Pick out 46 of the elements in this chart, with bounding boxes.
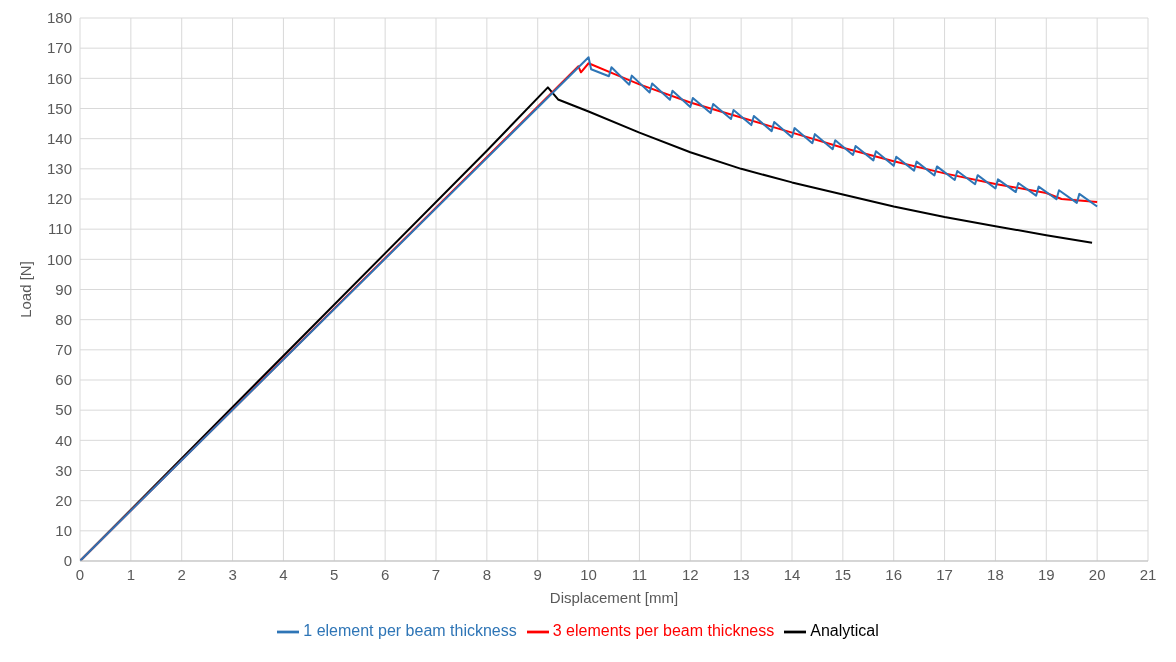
y-tick-label: 60: [55, 371, 72, 389]
y-tick-label: 10: [55, 522, 72, 540]
x-tick-label: 3: [228, 565, 237, 583]
x-tick-label: 16: [885, 565, 903, 583]
x-tick-label: 8: [482, 565, 492, 583]
x-tick-label: 17: [936, 565, 953, 583]
y-tick-label: 50: [55, 401, 72, 419]
x-tick-label: 11: [631, 565, 648, 583]
x-tick-label: 6: [380, 565, 390, 583]
x-tick-label: 20: [1088, 565, 1106, 583]
x-axis-title: Displacement [mm]: [549, 589, 679, 606]
y-tick-label: 110: [48, 220, 72, 238]
x-tick-label: 9: [533, 565, 542, 583]
legend-label: 3 elements per beam thickness: [552, 622, 775, 640]
x-tick-label: 10: [580, 565, 597, 583]
x-tick-label: 5: [330, 565, 339, 583]
y-tick-label: 170: [46, 39, 72, 57]
x-tick-label: 0: [75, 565, 85, 583]
y-tick-label: 70: [55, 341, 72, 359]
y-tick-label: 120: [46, 190, 72, 208]
y-tick-label: 180: [46, 9, 72, 27]
x-tick-label: 15: [834, 565, 852, 583]
y-tick-label: 160: [46, 69, 72, 87]
x-tick-label: 12: [681, 565, 699, 583]
x-tick-label: 21: [1139, 565, 1157, 583]
x-tick-label: 18: [987, 565, 1004, 583]
y-tick-label: 0: [63, 552, 72, 570]
x-tick-label: 2: [177, 565, 186, 583]
y-tick-label: 30: [55, 461, 72, 479]
y-tick-label: 150: [46, 99, 72, 117]
y-axis-title: Load [N]: [17, 261, 35, 318]
y-tick-label: 100: [46, 250, 72, 268]
y-tick-label: 20: [55, 491, 72, 509]
y-tick-label: 40: [55, 431, 72, 449]
x-tick-label: 13: [732, 565, 750, 583]
x-tick-label: 1: [126, 565, 136, 583]
legend-label: 1 element per beam thickness: [303, 622, 517, 640]
y-tick-label: 140: [46, 129, 72, 147]
x-tick-label: 4: [279, 565, 288, 583]
x-tick-label: 14: [783, 565, 801, 583]
x-tick-label: 7: [431, 565, 441, 583]
y-tick-label: 90: [55, 280, 72, 298]
y-tick-label: 80: [55, 310, 72, 328]
y-tick-label: 130: [46, 160, 72, 178]
x-tick-label: 19: [1037, 565, 1055, 583]
legend-label: Analytical: [810, 622, 879, 640]
